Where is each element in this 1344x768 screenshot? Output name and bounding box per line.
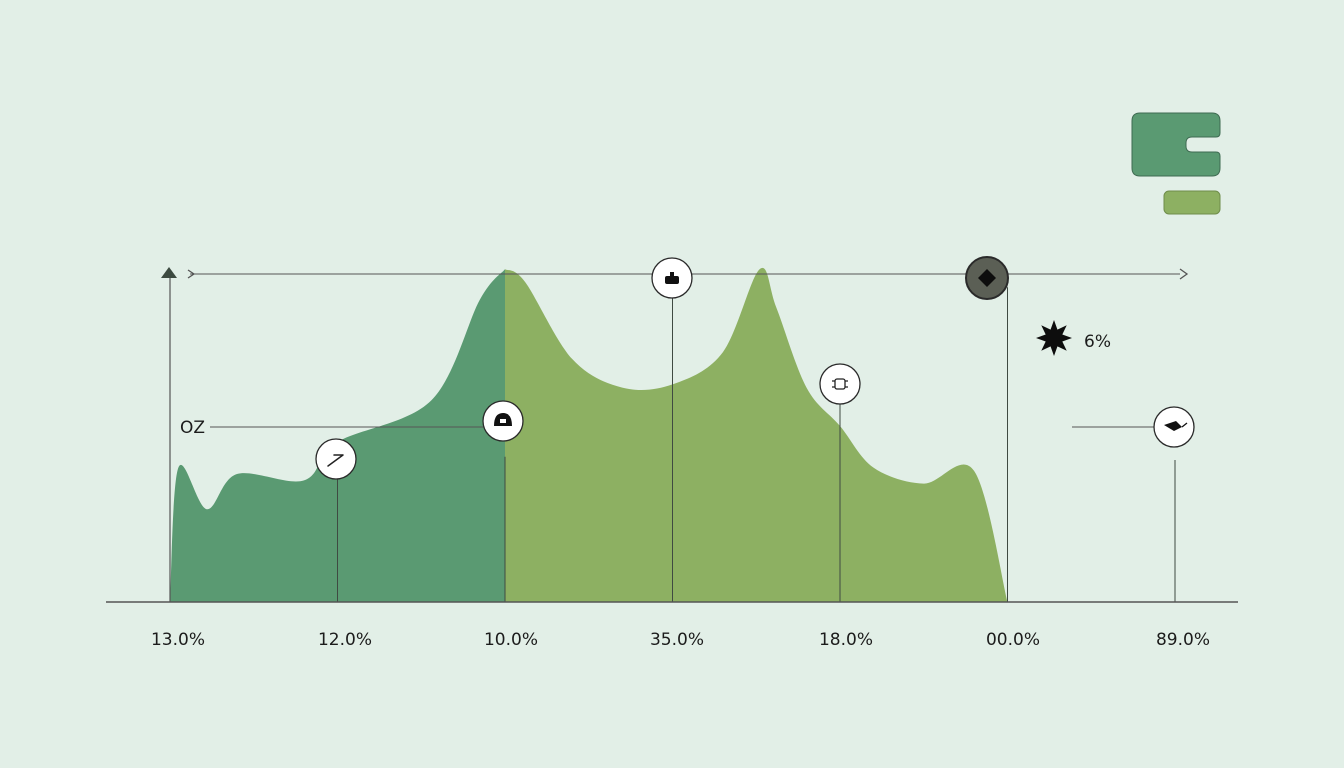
bug-icon xyxy=(832,378,848,390)
marker-diamond xyxy=(965,256,1009,300)
chart-annotation: 6% xyxy=(1036,320,1111,356)
x-tick-label: 35.0% xyxy=(650,630,704,650)
annotation-label: 6% xyxy=(1084,332,1111,352)
bag-glyph xyxy=(665,276,679,284)
marker-circle xyxy=(315,438,357,480)
top-reference-arrow-start xyxy=(187,269,196,279)
marker-bag xyxy=(651,257,693,299)
bag-handle xyxy=(670,272,674,277)
area-series-1 xyxy=(170,269,505,602)
helmet-icon xyxy=(494,413,512,426)
bird-icon xyxy=(1164,421,1188,431)
bug-glyph xyxy=(834,378,846,390)
bird-glyph xyxy=(1164,421,1182,431)
x-tick-label: 12.0% xyxy=(318,630,372,650)
marker-bug xyxy=(819,363,861,405)
x-tick-label: 18.0% xyxy=(819,630,873,650)
chart-guides xyxy=(187,268,1189,602)
top-reference-arrow xyxy=(1179,268,1189,280)
x-tick-label: 89.0% xyxy=(1156,630,1210,650)
bug-legs xyxy=(832,380,848,388)
y-tick-labels: OZ xyxy=(180,418,205,438)
helmet-visor xyxy=(500,419,506,423)
arrow-glyph xyxy=(327,454,344,467)
marker-bird xyxy=(1153,406,1195,448)
marker-arrow xyxy=(315,438,357,480)
marker-helmet xyxy=(482,400,524,442)
chart-markers xyxy=(315,256,1195,480)
y-tick-label: OZ xyxy=(180,418,205,438)
x-tick-label: 10.0% xyxy=(484,630,538,650)
diamond-icon xyxy=(978,269,996,287)
chart-areas xyxy=(170,267,1008,602)
marker-circle xyxy=(819,363,861,405)
legend-bracket-icon xyxy=(1131,112,1221,177)
diamond-glyph xyxy=(978,269,996,287)
chart-legend xyxy=(1131,112,1221,215)
starburst-icon xyxy=(1036,320,1072,356)
area-series-2 xyxy=(505,267,1008,602)
x-tick-label: 13.0% xyxy=(151,630,205,650)
legend-bar-icon xyxy=(1163,190,1221,215)
x-tick-labels: 13.0% 12.0% 10.0% 35.0% 18.0% 00.0% 89.0% xyxy=(151,630,1210,650)
y-axis-arrow xyxy=(161,267,177,278)
bird-beak xyxy=(1181,422,1188,428)
bag-icon xyxy=(665,272,679,284)
x-tick-label: 00.0% xyxy=(986,630,1040,650)
arrow-icon xyxy=(327,454,344,467)
chart-axes xyxy=(106,267,1238,603)
